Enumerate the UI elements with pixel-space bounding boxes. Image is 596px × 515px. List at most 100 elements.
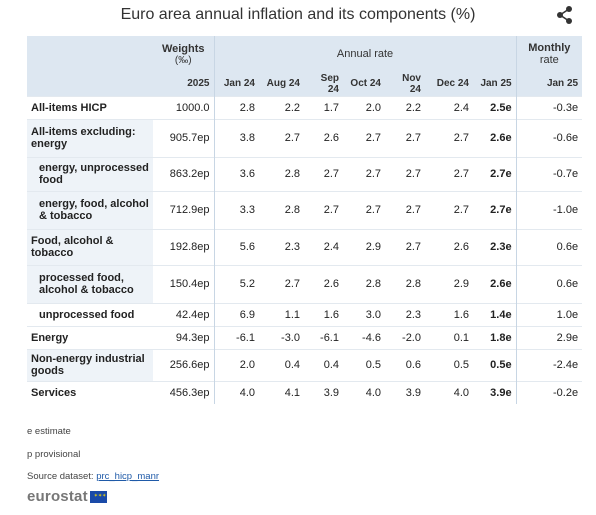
weight-cell: 42.4ep [153, 302, 215, 326]
annual-rate-cell: 1.4e [473, 302, 517, 326]
row-label-line: unprocessed food [39, 308, 135, 321]
row-label: processed food, alcohol & tobacco [27, 264, 153, 303]
source-label: Source dataset: [27, 471, 97, 482]
annual-rate-cell: 0.5e [473, 348, 517, 381]
annual-rate-cell: 2.0 [214, 348, 259, 381]
annual-rate-cell: 2.7e [473, 190, 517, 229]
row-label-line: & tobacco [39, 210, 93, 222]
month-header: Nov 24 [402, 72, 421, 95]
annual-rate-cell: 2.7 [304, 190, 343, 229]
eurostat-logo[interactable]: eurostat ✶✶✶ [27, 488, 107, 505]
annual-rate-cell: 0.5 [343, 348, 385, 381]
annual-rate-cell: 1.6 [425, 302, 473, 326]
annual-rate-cell: 0.1 [425, 325, 473, 349]
table-row: All-items excluding: energy 905.7ep 3.8 2.7 2… [27, 118, 583, 157]
annual-rate-cell: 2.0 [343, 95, 385, 119]
row-label: All-items HICP [27, 95, 153, 119]
annual-rate-cell: 2.6e [473, 118, 517, 157]
table-row: processed food, alcohol & tobacco 150.4ep 5… [27, 264, 583, 303]
annual-rate-cell: 2.5e [473, 95, 517, 119]
monthly-rate-cell: -2.4e [515, 348, 583, 381]
annual-rate-cell: 3.9e [473, 380, 517, 404]
annual-rate-cell: 2.7 [425, 156, 473, 191]
row-label-line: goods [31, 365, 64, 377]
annual-rate-cell: 0.4 [259, 348, 304, 381]
annual-rate-cell: 2.7 [425, 118, 473, 157]
annual-rate-cell: 4.0 [343, 380, 385, 404]
weight-cell: 150.4ep [153, 264, 215, 303]
annual-rate-cell: 2.7 [259, 118, 304, 157]
monthly-rate-cell: -0.6e [515, 118, 583, 157]
annual-rate-cell: 2.7 [343, 118, 385, 157]
annual-rate-cell: 2.9 [343, 228, 385, 265]
row-label-line: Energy [31, 331, 69, 344]
monthly-rate-cell: -0.3e [515, 95, 583, 119]
row-label-line: energy, food, alcohol [39, 198, 149, 210]
row-label-line: energy, unprocessed [39, 162, 149, 174]
share-icon[interactable] [556, 5, 574, 25]
annual-rate-cell: 2.7 [385, 156, 425, 191]
annual-rate-cell: 3.6 [214, 156, 259, 191]
row-label: energy, unprocessed food [27, 156, 153, 191]
annual-rate-cell: 2.8 [259, 156, 304, 191]
table-row: Services 456.3ep 4.0 4.1 3.9 4.0 3.9 4.0 3.9e -0.… [27, 380, 583, 404]
monthly-rate-cell: 0.6e [515, 264, 583, 303]
annual-rate-cell: 4.0 [214, 380, 259, 404]
annual-rate-cell: 2.7 [385, 228, 425, 265]
annual-rate-cell: 2.3 [385, 302, 425, 326]
weight-cell: 905.7ep [153, 118, 215, 157]
row-label-line: Services [31, 386, 77, 399]
monthly-rate-cell: 0.6e [515, 228, 583, 265]
row-label: Services [27, 380, 153, 404]
annual-rate-cell: 5.6 [214, 228, 259, 265]
table-row: unprocessed food 42.4ep 6.9 1.1 1.6 3.0 2.3 1.6… [27, 302, 583, 326]
annual-rate-cell: 1.1 [259, 302, 304, 326]
weight-cell: 94.3ep [153, 325, 215, 349]
annual-rate-cell: -3.0 [259, 325, 304, 349]
annual-rate-cell: 3.9 [385, 380, 425, 404]
row-label: Food, alcohol & tobacco [27, 228, 153, 265]
row-label-line: All-items HICP [31, 101, 107, 114]
weights-year: 2025 [153, 72, 215, 96]
annual-rate-cell: 2.8 [385, 264, 425, 303]
row-label-line: alcohol & tobacco [39, 284, 134, 296]
row-label: Energy [27, 325, 153, 349]
source-link[interactable]: prc_hicp_manr [96, 471, 160, 482]
row-label-line: Non-energy industrial [31, 353, 145, 365]
annual-rate-cell: 2.3 [259, 228, 304, 265]
annual-rate-cell: 2.6e [473, 264, 517, 303]
monthly-month-header: Jan 25 [515, 72, 583, 96]
annual-rate-cell: 6.9 [214, 302, 259, 326]
annual-rate-cell: 2.6 [304, 118, 343, 157]
annual-rate-cell: -6.1 [304, 325, 343, 349]
annual-rate-cell: 2.7 [343, 190, 385, 229]
table-row: All-items HICP 1000.0 2.8 2.2 1.7 2.0 2.2 2.4 2.… [27, 95, 583, 119]
footnote-estimate: e estimate [27, 426, 71, 437]
annual-rate-cell: 3.0 [343, 302, 385, 326]
footnote-provisional: p provisional [27, 449, 81, 460]
row-label: unprocessed food [27, 302, 153, 326]
month-header: Dec 24 [436, 78, 469, 90]
table-row: Food, alcohol & tobacco 192.8ep 5.6 2.3 2.4 2.… [27, 228, 583, 265]
weight-cell: 863.2ep [153, 156, 215, 191]
annual-rate-cell: 2.7 [304, 156, 343, 191]
annual-rate-cell: 2.2 [259, 95, 304, 119]
eu-flag-icon: ✶✶✶ [89, 490, 107, 503]
weights-unit: (‰) [174, 54, 192, 66]
weight-cell: 712.9ep [153, 190, 215, 229]
annual-rate-cell: 2.7 [343, 156, 385, 191]
annual-rate-cell: 3.9 [304, 380, 343, 404]
annual-rate-cell: 2.2 [385, 95, 425, 119]
annual-rate-cell: 2.9 [425, 264, 473, 303]
month-header: Oct 24 [350, 78, 381, 90]
annual-rate-cell: 1.8e [473, 325, 517, 349]
annual-rate-cell: 2.7 [385, 118, 425, 157]
monthly-rate-cell: 1.0e [515, 302, 583, 326]
annual-rate-cell: 0.4 [304, 348, 343, 381]
monthly-rate-cell: -0.7e [515, 156, 583, 191]
monthly-header-2: rate [539, 54, 559, 66]
row-label: energy, food, alcohol & tobacco [27, 190, 153, 229]
table-row: Non-energy industrial goods 256.6ep 2.0 0.4 0… [27, 348, 583, 381]
annual-rate-cell: -6.1 [214, 325, 259, 349]
annual-rate-cell: 2.4 [304, 228, 343, 265]
